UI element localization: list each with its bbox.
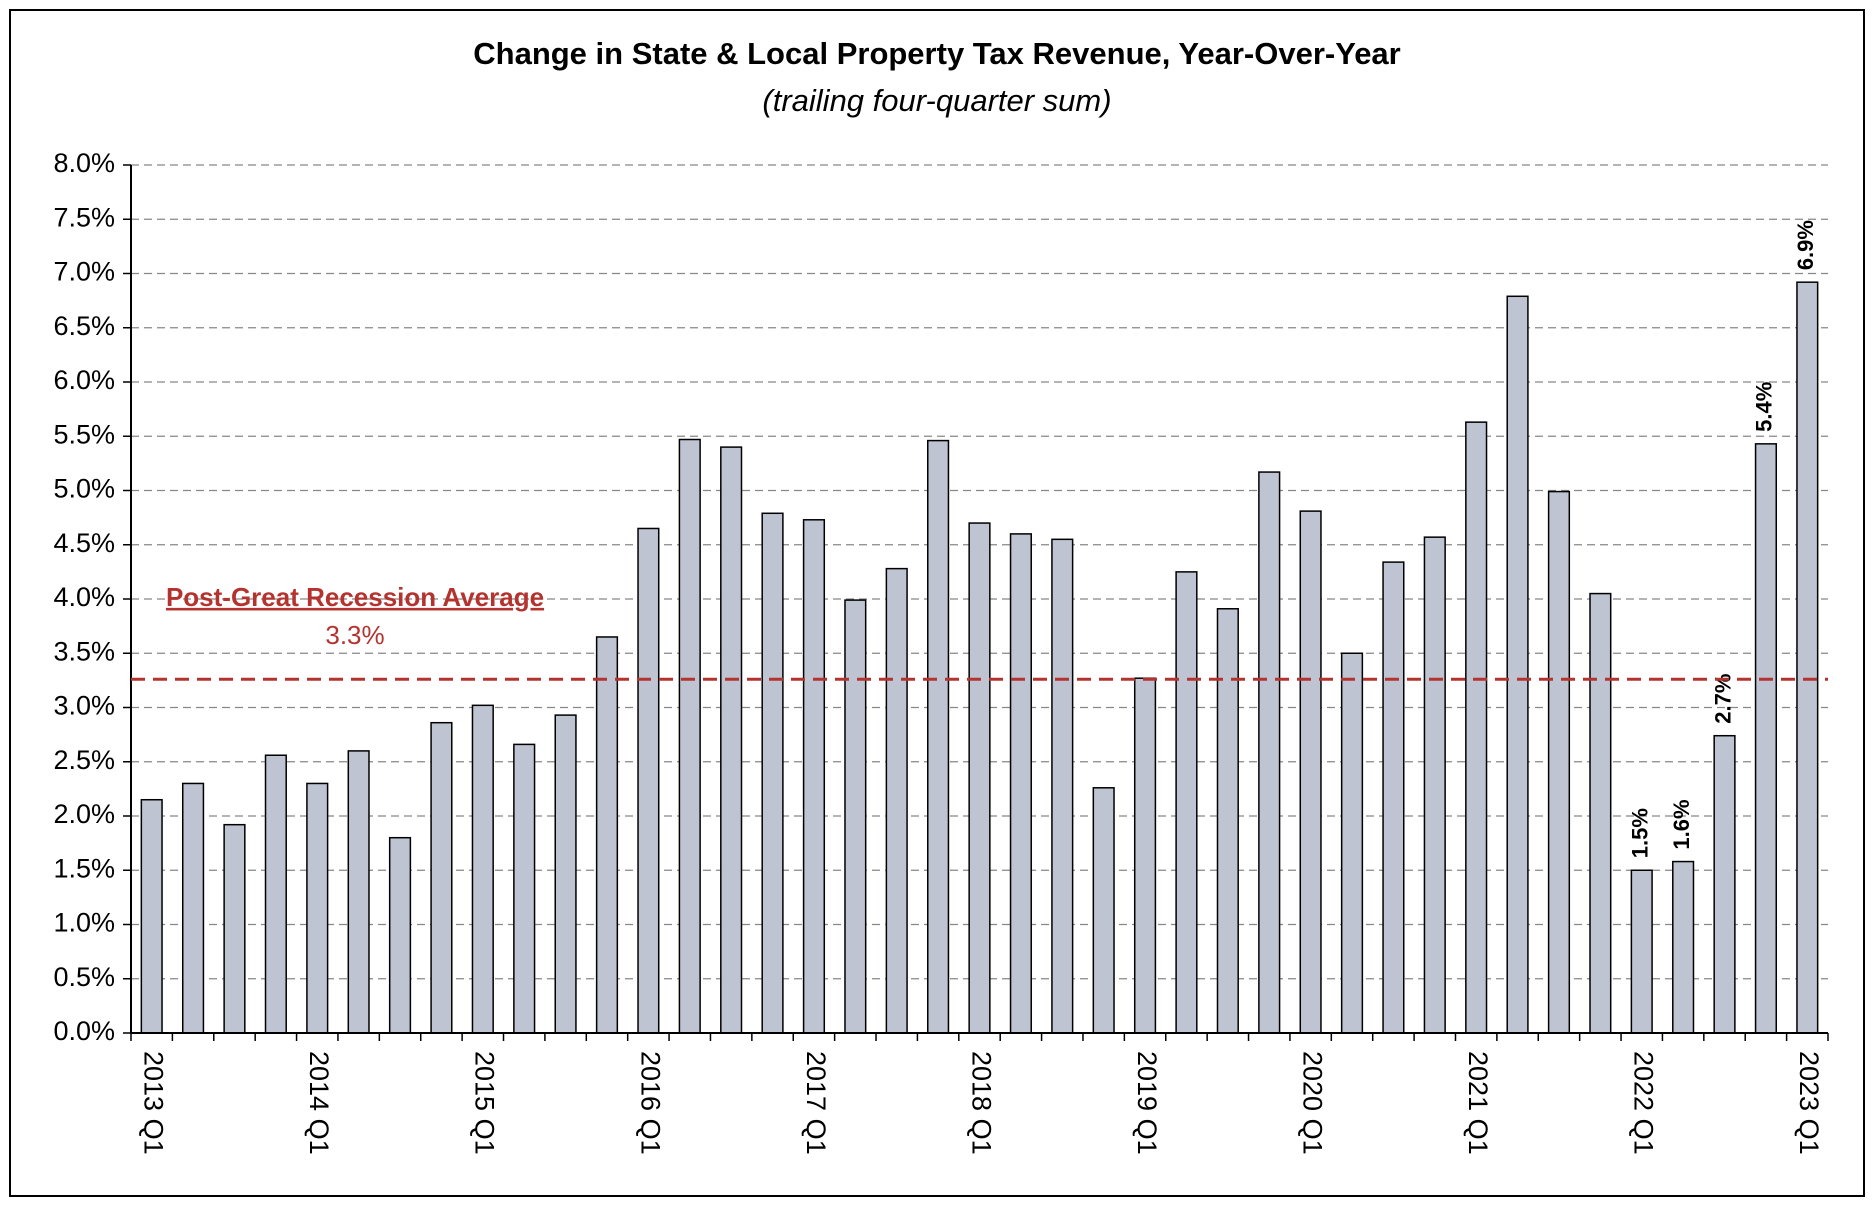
bar xyxy=(554,714,577,1034)
y-tick-label: 3.5% xyxy=(53,636,115,666)
average-value: 3.3% xyxy=(325,620,384,650)
y-tick-label: 4.5% xyxy=(53,528,115,558)
bar xyxy=(1382,561,1405,1034)
data-label: 1.5% xyxy=(1628,808,1653,858)
bar xyxy=(1672,860,1695,1034)
y-tick-label: 7.0% xyxy=(53,257,115,287)
y-tick-label: 4.0% xyxy=(53,582,115,612)
bar xyxy=(1216,608,1239,1034)
bar xyxy=(720,446,743,1034)
bar xyxy=(471,704,494,1034)
x-tick-label: 2020 Q1 xyxy=(1297,1051,1327,1155)
bar xyxy=(264,754,287,1034)
x-tick-label: 2018 Q1 xyxy=(966,1051,996,1155)
bar xyxy=(761,512,784,1034)
bar xyxy=(1423,536,1446,1034)
bar xyxy=(347,750,370,1034)
data-label: 2.7% xyxy=(1710,674,1735,724)
bar xyxy=(306,782,329,1034)
y-tick-label: 5.0% xyxy=(53,474,115,504)
average-label: Post-Great Recession Average xyxy=(166,582,544,612)
y-tick-label: 2.5% xyxy=(53,745,115,775)
bar xyxy=(430,721,453,1034)
bar xyxy=(885,567,908,1034)
bar xyxy=(1051,538,1074,1034)
bar xyxy=(513,743,536,1034)
bar xyxy=(1299,510,1322,1034)
bar xyxy=(223,823,246,1034)
x-tick-label: 2014 Q1 xyxy=(304,1051,334,1155)
bar xyxy=(1713,734,1736,1034)
chart-subtitle: (trailing four-quarter sum) xyxy=(762,83,1111,118)
data-label: 6.9% xyxy=(1793,220,1818,270)
bar xyxy=(1258,471,1281,1034)
y-tick-label: 5.5% xyxy=(53,419,115,449)
bar xyxy=(1589,592,1612,1034)
bar xyxy=(388,836,412,1034)
x-tick-label: 2017 Q1 xyxy=(801,1051,831,1155)
bar xyxy=(1630,869,1653,1034)
y-tick-label: 1.5% xyxy=(53,853,115,883)
bar xyxy=(1506,295,1529,1034)
bar xyxy=(1340,652,1364,1034)
bar xyxy=(1754,443,1778,1034)
bar xyxy=(595,636,619,1034)
data-label: 5.4% xyxy=(1752,382,1777,432)
bar xyxy=(1175,571,1198,1034)
bar xyxy=(1796,281,1819,1034)
x-tick-label: 2021 Q1 xyxy=(1463,1051,1493,1155)
y-tick-label: 0.0% xyxy=(53,1016,115,1046)
bar xyxy=(1133,677,1157,1034)
data-label: 1.6% xyxy=(1669,799,1694,849)
x-tick-label: 2023 Q1 xyxy=(1794,1051,1824,1155)
x-tick-label: 2022 Q1 xyxy=(1629,1051,1659,1155)
frame xyxy=(9,9,1865,1197)
y-tick-label: 6.0% xyxy=(53,365,115,395)
y-tick-label: 8.0% xyxy=(53,148,115,178)
bar xyxy=(1465,421,1488,1034)
y-tick-label: 7.5% xyxy=(53,202,115,232)
bar xyxy=(802,519,826,1034)
chart-title: Change in State & Local Property Tax Rev… xyxy=(473,36,1401,71)
bar xyxy=(678,438,701,1034)
bar xyxy=(927,439,950,1034)
y-tick-label: 2.0% xyxy=(53,799,115,829)
x-tick-label: 2016 Q1 xyxy=(635,1051,665,1155)
bar xyxy=(968,522,991,1034)
bar xyxy=(844,599,867,1034)
bar xyxy=(1092,787,1115,1034)
bar xyxy=(140,798,163,1034)
y-tick-label: 6.5% xyxy=(53,311,115,341)
x-tick-label: 2015 Q1 xyxy=(470,1051,500,1155)
y-tick-label: 3.0% xyxy=(53,691,115,721)
bar xyxy=(1547,490,1571,1034)
x-tick-label: 2013 Q1 xyxy=(139,1051,169,1155)
bar xyxy=(181,782,205,1034)
x-tick-label: 2019 Q1 xyxy=(1132,1051,1162,1155)
y-tick-label: 1.0% xyxy=(53,908,115,938)
y-tick-label: 0.5% xyxy=(53,962,115,992)
bar xyxy=(637,527,660,1034)
bar xyxy=(1009,533,1032,1034)
